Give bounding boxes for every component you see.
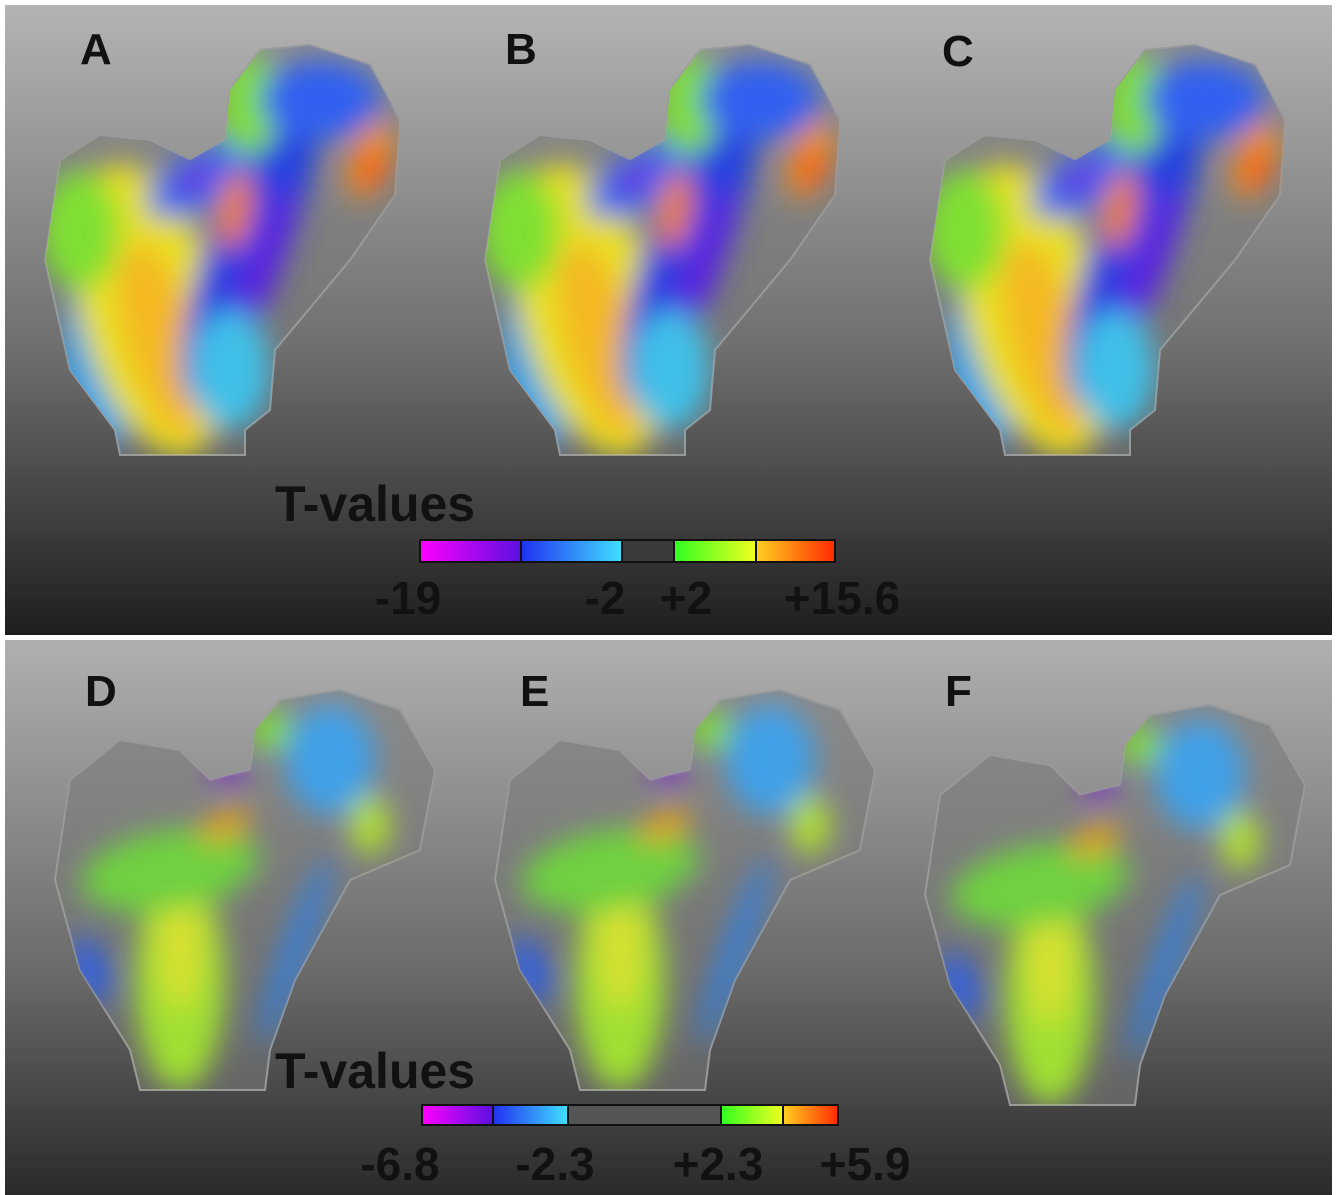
colorbar-tick: +15.6 [784, 572, 900, 624]
panel-label: E [520, 667, 549, 716]
panel-label: A [80, 25, 112, 74]
colorbar-tick: +5.9 [820, 1138, 911, 1190]
colorbar-tick: -6.8 [360, 1138, 439, 1190]
colorbar-segment [674, 540, 756, 562]
colorbar-tick: -2.3 [515, 1138, 594, 1190]
panel-label: D [85, 667, 117, 716]
colorbar-segment [493, 1105, 568, 1125]
heat-blob [1075, 310, 1155, 430]
heat-blob [260, 60, 380, 140]
colorbar-segment [721, 1105, 783, 1125]
colorbar-segment [420, 540, 521, 562]
heat-blob [700, 60, 820, 140]
legend-title: T-values [275, 1043, 475, 1099]
heat-blob [790, 795, 830, 855]
colorbar-segment [422, 1105, 493, 1125]
heat-blob [350, 795, 390, 855]
colorbar-segment [622, 540, 674, 562]
heat-blob [630, 310, 710, 430]
figure: A B C D E F T-values -19 -2 +2 +15.6 T-v… [0, 0, 1339, 1195]
colorbar-tick: +2.3 [673, 1138, 764, 1190]
panel-label: F [945, 667, 972, 716]
panel-label: B [505, 25, 537, 74]
colorbar [420, 540, 835, 562]
colorbar-segment [521, 540, 622, 562]
colorbar [422, 1105, 838, 1125]
colorbar-tick: -2 [585, 572, 626, 624]
heat-blob [1145, 60, 1265, 140]
panel-label: C [942, 27, 974, 76]
colorbar-segment [568, 1105, 721, 1125]
colorbar-segment [783, 1105, 838, 1125]
colorbar-tick: -19 [375, 572, 441, 624]
colorbar-tick: +2 [660, 572, 712, 624]
colorbar-segment [756, 540, 835, 562]
legend-title: T-values [275, 476, 475, 532]
heat-blob [1220, 810, 1260, 870]
heat-blob [190, 310, 270, 430]
